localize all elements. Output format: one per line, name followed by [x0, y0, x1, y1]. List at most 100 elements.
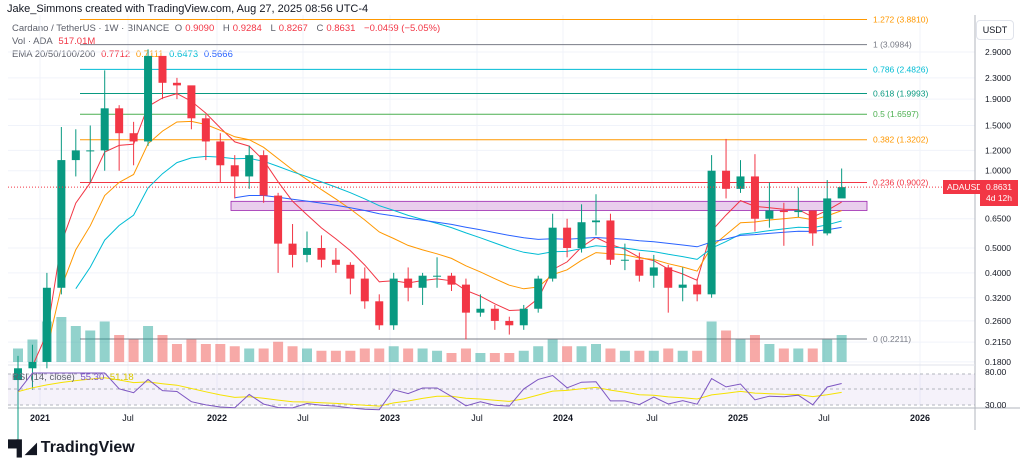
volume-bar — [648, 350, 659, 362]
candle-body — [288, 243, 297, 255]
ema50-value: 0.7111 — [135, 49, 164, 60]
candle-body — [216, 141, 225, 166]
volume-bar — [793, 348, 804, 362]
candle-body — [28, 361, 37, 369]
ema20-line — [32, 93, 842, 367]
candle-body — [187, 85, 196, 119]
symbol-legend[interactable]: Cardano / TetherUS · 1W · BINANCE O 0.909… — [12, 23, 443, 34]
volume-bar — [302, 348, 312, 362]
price-tick-label: 0.2150 — [985, 337, 1011, 347]
volume-bar — [677, 350, 688, 362]
fib-level-label: 0.382 (1.3202) — [873, 135, 928, 145]
time-tick-label: Jul — [471, 413, 483, 423]
volume-bar — [316, 350, 327, 362]
rsi-ma-line — [17, 377, 842, 407]
price-tick-label: 1.5000 — [985, 121, 1011, 131]
volume-bar — [287, 346, 298, 362]
low-label: L — [270, 23, 276, 34]
volume-bar — [114, 335, 125, 362]
volume-label: Vol · ADA — [12, 36, 53, 47]
volume-bar — [735, 339, 746, 362]
volume-bar — [706, 321, 717, 362]
ema200-value: 0.5666 — [203, 49, 233, 60]
volume-legend[interactable]: Vol · ADA 517.01M — [12, 36, 98, 47]
volume-bar — [143, 326, 154, 362]
candle-body — [678, 284, 687, 288]
tradingview-logo[interactable]: ▀▌◢ TradingView — [8, 439, 135, 457]
candle-body — [736, 176, 745, 189]
price-tick-label: 0.1800 — [985, 357, 1011, 367]
candle-body — [418, 275, 427, 288]
ema-legend[interactable]: EMA 20/50/100/200 0.7712 0.7111 0.6473 0… — [12, 49, 236, 60]
fib-level-label: 1.272 (3.8810) — [873, 15, 928, 25]
volume-bar — [56, 317, 67, 362]
time-tick-label: 2026 — [910, 413, 930, 423]
volume-bar — [576, 346, 587, 362]
volume-bar — [446, 353, 457, 362]
volume-bar — [70, 326, 81, 362]
volume-bar — [591, 344, 601, 362]
time-tick-label: 2022 — [207, 413, 227, 423]
volume-bar — [215, 344, 226, 362]
candle-body — [389, 278, 398, 326]
candle-body — [274, 195, 283, 244]
candle-body — [563, 227, 572, 249]
price-tick-label: 0.2600 — [985, 316, 1011, 326]
candle-body — [447, 275, 456, 285]
volume-bar — [186, 339, 197, 362]
time-tick-label: 2025 — [728, 413, 748, 423]
candle-body — [433, 275, 442, 277]
close-label: C — [316, 23, 324, 34]
price-tick-label: 1.0000 — [985, 166, 1011, 176]
rsi-tick-label: 80.00 — [985, 367, 1007, 377]
volume-bar — [229, 346, 240, 362]
symbol-name: Cardano / TetherUS · 1W · BINANCE — [12, 23, 170, 34]
volume-bar — [258, 348, 269, 362]
brand-name: TradingView — [40, 439, 135, 456]
volume-bar — [778, 348, 789, 362]
volume-bar — [836, 335, 847, 362]
volume-bar — [749, 335, 760, 362]
fib-level-label: 0.618 (1.9993) — [873, 88, 928, 98]
open-label: O — [174, 23, 183, 34]
candle-body — [476, 308, 485, 313]
candle-body — [245, 155, 254, 177]
candle-body — [490, 308, 499, 321]
volume-bar — [403, 348, 414, 362]
candle-body — [722, 170, 731, 189]
candle-body — [750, 176, 759, 219]
candle-body — [86, 150, 95, 152]
current-price-tag: 0.8631 4d 12h — [980, 180, 1018, 206]
rsi-legend[interactable]: RSI (14, close) 55.30 51.18 — [12, 372, 137, 383]
candle-body — [331, 259, 340, 265]
candle-body — [779, 210, 788, 213]
volume-bar — [807, 348, 818, 362]
fib-level-label: 1 (3.0984) — [873, 40, 912, 50]
currency-button[interactable]: USDT — [976, 20, 1014, 40]
candle-body — [592, 220, 600, 223]
time-tick-label: Jul — [297, 413, 309, 423]
rsi-value: 55.30 — [80, 372, 105, 383]
ema200-line — [234, 195, 842, 248]
volume-bar — [128, 339, 139, 362]
candle-body — [100, 108, 109, 151]
candle-body — [303, 248, 311, 255]
ema20-value: 0.7712 — [101, 49, 131, 60]
candle-body — [360, 278, 369, 302]
candle-body — [461, 284, 470, 313]
symbol-price-tag: ADAUSDT — [943, 180, 992, 194]
candle-body — [71, 150, 80, 161]
candle-body — [259, 155, 268, 196]
candle-body — [693, 284, 702, 295]
candle-body — [823, 198, 832, 234]
rsi-tick-label: 30.00 — [985, 400, 1007, 410]
current-price: 0.8631 — [986, 182, 1012, 192]
candle-body — [115, 108, 124, 134]
volume-bar — [619, 350, 630, 362]
price-tick-label: 1.2000 — [985, 145, 1011, 155]
volume-bar — [504, 353, 515, 362]
volume-bar — [432, 350, 443, 362]
candle-body — [765, 210, 774, 219]
